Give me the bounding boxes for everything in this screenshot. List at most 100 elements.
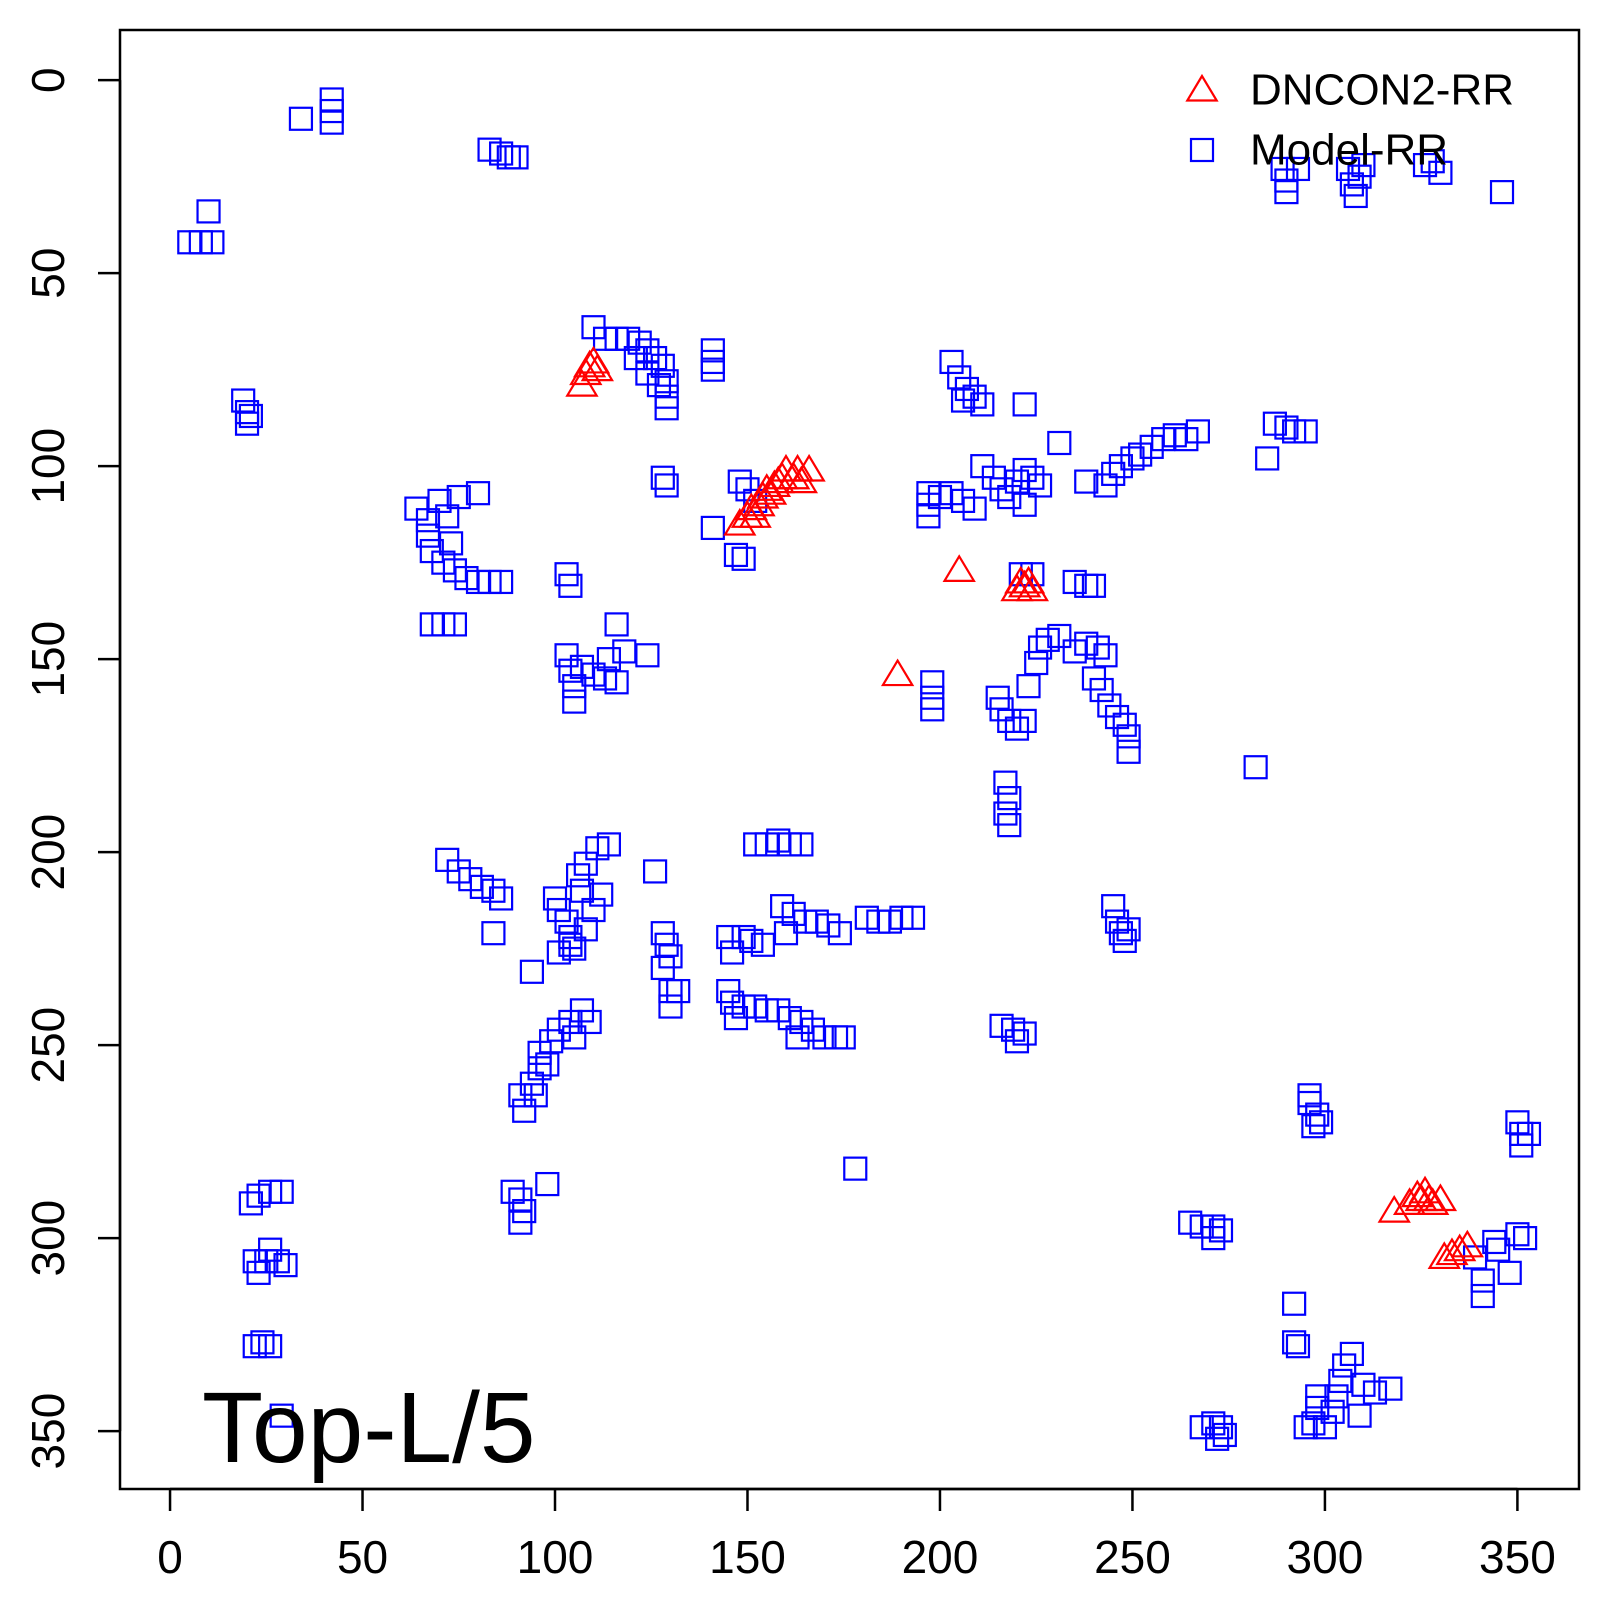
model-rr-point [1212,1422,1237,1448]
model-rr-point [489,569,514,595]
y-tick-label: 100 [22,428,74,505]
model-rr-point [827,921,852,946]
model-rr-point [1089,677,1114,703]
model-rr-point [789,832,814,857]
model-rr-point [700,357,725,382]
model-rr-point [242,1334,267,1359]
model-rr-point [646,373,672,398]
model-rr-point [1004,1029,1030,1054]
x-tick-label: 150 [709,1531,786,1583]
model-rr-point [723,542,749,568]
model-rr-point [288,106,314,131]
model-rr-point [1320,1399,1345,1424]
model-rr-point [1012,492,1037,517]
model-rr-point [1428,160,1453,185]
model-rr-point [573,917,598,942]
model-rr-point [1308,1110,1334,1135]
model-rr-point [1489,180,1515,205]
model-rr-point [1116,917,1141,942]
model-rr-point [642,859,668,884]
y-axis: 0 50 100 150 200 250 300 350 [22,67,122,1470]
model-rr-point [250,1330,275,1355]
dncon2-rr-point [1377,1194,1411,1223]
model-rr-point [1482,1229,1507,1255]
y-tick-label: 350 [22,1393,74,1470]
legend-label: Model-RR [1250,126,1448,175]
model-rr-point [1016,674,1041,699]
model-rr-point [1343,183,1368,209]
model-rr-point [785,1025,810,1050]
model-rr-point [612,639,637,664]
y-tick-label: 300 [22,1200,74,1277]
model-rr-point [1282,1330,1307,1355]
model-rr-point [1312,1415,1338,1440]
model-rr-point [1378,1376,1403,1401]
model-rr-point [658,978,683,1004]
model-rr-point [1285,156,1311,182]
model-rr-point [939,349,964,375]
model-rr-point [196,199,221,224]
dncon2-rr-point [792,453,826,482]
model-rr-point [970,392,995,417]
model-rr-point [554,909,579,934]
model-rr-point [481,921,506,946]
model-rr-point [642,345,668,371]
model-rr-point [1255,446,1280,471]
model-rr-point [1282,1291,1307,1316]
model-rr-point [604,670,629,695]
model-rr-point [535,1171,560,1197]
model-rr-point [1412,152,1438,178]
model-rr-point [1301,1114,1326,1139]
model-rr-point [569,878,595,903]
model-rr-point [1274,415,1299,440]
model-rr-point [731,546,756,571]
model-rr-point [258,1237,283,1262]
model-rr-point [1027,473,1053,498]
dncon2-rr-point [1008,569,1042,598]
model-rr-point [1297,1083,1322,1108]
model-rr-point [442,612,468,637]
model-rr-point [1362,1380,1388,1405]
model-rr-point [1324,1384,1349,1409]
model-rr-point [950,388,976,413]
model-rr-point [1116,739,1141,764]
model-rr-point [519,959,545,984]
model-rr-point [900,905,926,930]
y-tick-label: 0 [22,67,74,93]
x-axis: 0 50 100 150 200 250 300 350 [157,1487,1556,1583]
model-rr-point [1012,392,1037,417]
model-rr-point [589,882,614,907]
x-tick-label: 0 [157,1531,183,1583]
model-rr-point [993,770,1018,795]
legend-square-marker [1189,137,1215,163]
model-rr-point [700,515,725,541]
legend-label: DNCON2-RR [1250,66,1514,115]
y-tick-label: 150 [22,621,74,698]
model-rr-point [535,1052,560,1077]
model-rr-point [1116,724,1141,749]
model-rr-point [635,643,660,668]
model-rr-point [1513,1226,1538,1251]
model-rr-point [504,145,529,170]
model-rr-point [508,1210,533,1235]
y-tick-label: 200 [22,814,74,891]
model-rr-point [1470,1283,1495,1309]
data-points [177,87,1542,1451]
model-rr-point [997,708,1022,734]
model-rr-point [1351,152,1376,178]
model-rr-point [1185,419,1210,444]
model-rr-point [666,978,691,1004]
model-rr-point [1293,1415,1318,1440]
model-rr-point [1347,1403,1372,1428]
dncon2-rr-point [580,353,614,382]
model-rr-point [427,488,452,513]
model-rr-point [1101,894,1126,919]
model-rr-point [558,573,583,598]
dncon2-rr-point [1450,1229,1485,1258]
model-rr-point [604,612,629,637]
model-rr-point [650,465,675,490]
model-rr-point [489,886,514,911]
model-rr-point [997,813,1022,838]
model-rr-point [1085,635,1110,660]
